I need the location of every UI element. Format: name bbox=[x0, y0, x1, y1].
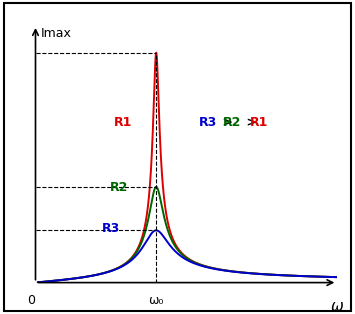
Text: R3: R3 bbox=[102, 222, 120, 235]
Text: R1: R1 bbox=[114, 116, 132, 129]
Text: 0: 0 bbox=[27, 294, 35, 307]
Text: R1: R1 bbox=[250, 116, 269, 129]
Text: >: > bbox=[218, 116, 237, 129]
Text: ω₀: ω₀ bbox=[148, 294, 164, 307]
Text: R2: R2 bbox=[223, 116, 241, 129]
Text: R2: R2 bbox=[110, 181, 129, 194]
Text: Imax: Imax bbox=[40, 27, 71, 41]
Text: ω: ω bbox=[331, 299, 344, 314]
Text: >: > bbox=[242, 116, 261, 129]
Text: R3: R3 bbox=[198, 116, 217, 129]
